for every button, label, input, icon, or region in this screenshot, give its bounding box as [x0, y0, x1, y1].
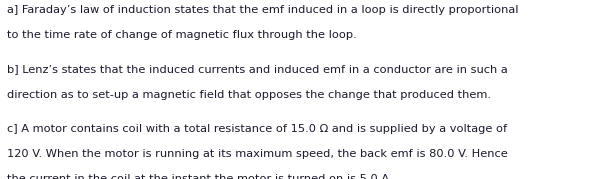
- Text: c] A motor contains coil with a total resistance of 15.0 Ω and is supplied by a : c] A motor contains coil with a total re…: [7, 124, 507, 134]
- Text: a] Faraday’s law of induction states that the emf induced in a loop is directly : a] Faraday’s law of induction states tha…: [7, 5, 519, 15]
- Text: b] Lenz’s states that the induced currents and induced emf in a conductor are in: b] Lenz’s states that the induced curren…: [7, 64, 508, 74]
- Text: to the time rate of change of magnetic flux through the loop.: to the time rate of change of magnetic f…: [7, 30, 357, 40]
- Text: 120 V. When the motor is running at its maximum speed, the back emf is 80.0 V. H: 120 V. When the motor is running at its …: [7, 149, 508, 159]
- Text: direction as to set-up a magnetic field that opposes the change that produced th: direction as to set-up a magnetic field …: [7, 90, 491, 100]
- Text: the current in the coil at the instant the motor is turned on is 5.0 A.: the current in the coil at the instant t…: [7, 174, 393, 179]
